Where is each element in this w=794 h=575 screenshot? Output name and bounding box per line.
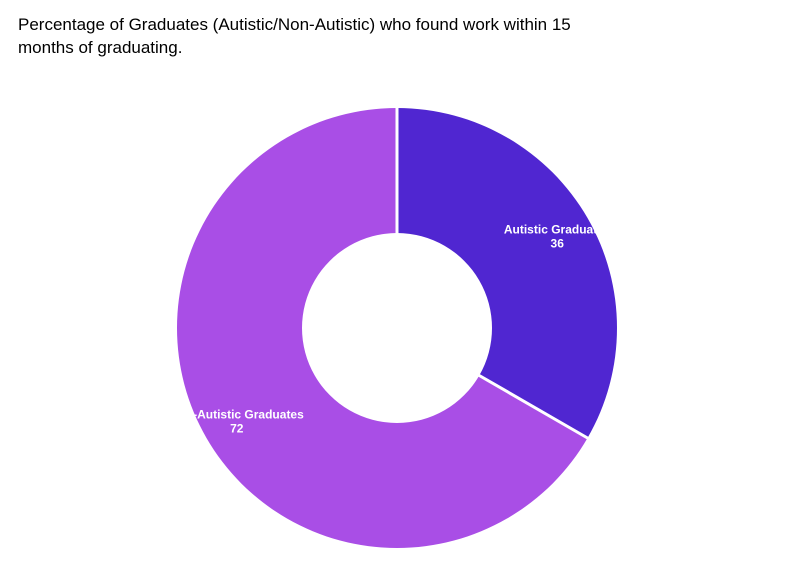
slice-label: Non-Autistic Graduates (170, 407, 304, 421)
slice-value: 72 (230, 421, 244, 435)
slice-label: Autistic Graduates (504, 222, 611, 236)
chart-title: Percentage of Graduates (Autistic/Non-Au… (18, 14, 578, 60)
chart-container: Percentage of Graduates (Autistic/Non-Au… (0, 0, 794, 575)
donut-chart: Autistic Graduates36 Non-Autistic Graduat… (157, 88, 637, 568)
donut-slice (397, 108, 617, 438)
chart-area: Autistic Graduates36 Non-Autistic Graduat… (0, 80, 794, 575)
slice-value: 36 (551, 236, 565, 250)
